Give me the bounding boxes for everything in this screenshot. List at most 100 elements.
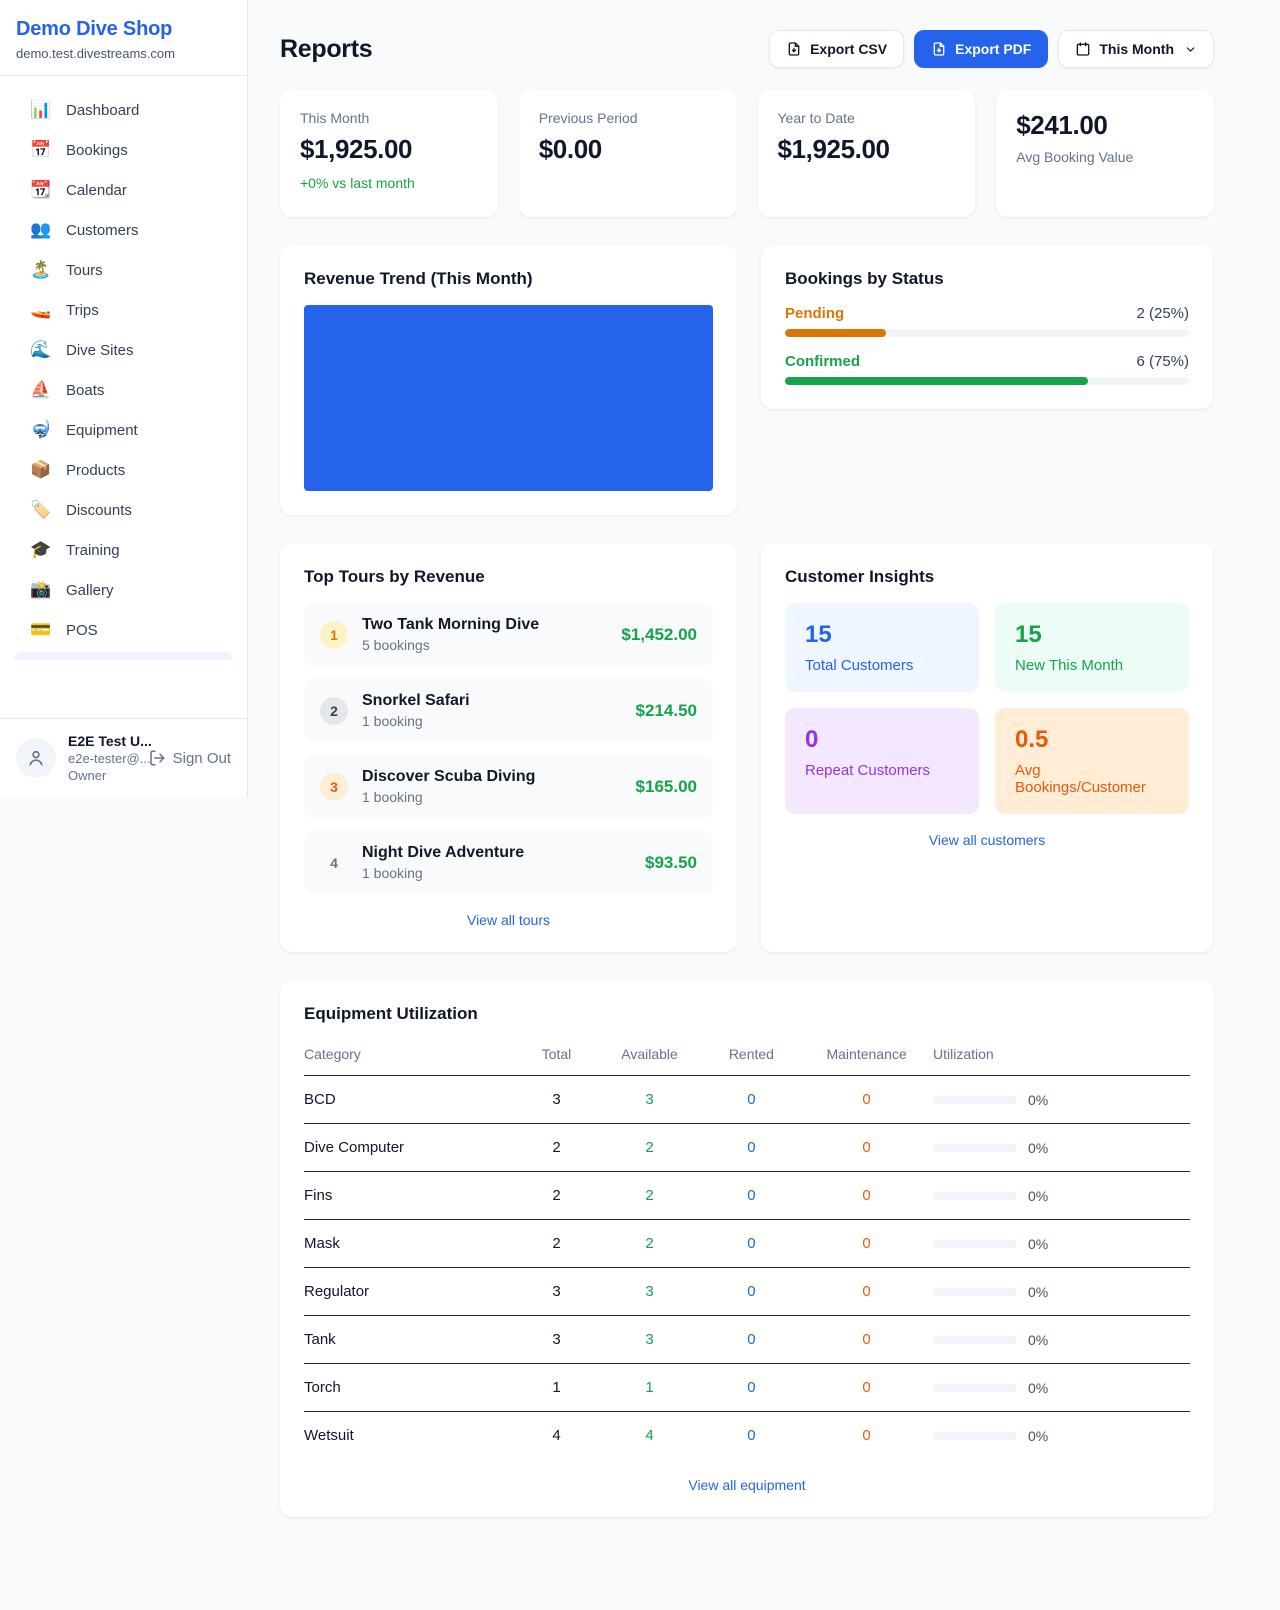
cell-rented: 0 [702, 1363, 801, 1412]
cell-available: 3 [596, 1075, 703, 1124]
user-email: e2e-tester@... [68, 751, 151, 766]
cell-total: 1 [516, 1363, 597, 1412]
table-row: Torch 1 1 0 0 0% [304, 1363, 1190, 1412]
sidebar-item-pos[interactable]: 💳 POS [0, 610, 247, 650]
main-content: Reports Export CSV Export PDF This Month [248, 0, 1280, 1557]
tour-bookings: 1 booking [362, 865, 423, 881]
sidebar-item-equipment[interactable]: 🤿 Equipment [0, 410, 247, 450]
col-header-total: Total [516, 1038, 597, 1076]
customer-insights-card: Customer Insights 15 Total Customers 15 … [761, 543, 1213, 952]
cell-rented: 0 [702, 1219, 801, 1268]
sign-out-label: Sign Out [172, 749, 231, 767]
cell-total: 3 [516, 1315, 597, 1364]
calendar-icon [1077, 42, 1090, 56]
cell-total: 2 [516, 1219, 597, 1268]
col-header-available: Available [596, 1038, 703, 1076]
rank-badge: 4 [330, 854, 338, 871]
table-row: Regulator 3 3 0 0 0% [304, 1267, 1190, 1316]
rank-badge: 2 [320, 696, 348, 725]
tour-revenue: $1,452.00 [621, 624, 697, 644]
utilization-bar: 0% [933, 1236, 1190, 1252]
col-header-utilization: Utilization [933, 1038, 1190, 1076]
sidebar-item-label: Dashboard [66, 101, 140, 119]
sidebar-item-label: Tours [66, 261, 103, 279]
insight-value: 15 [805, 621, 832, 648]
sidebar-item-customers[interactable]: 👥 Customers [0, 210, 247, 250]
insight-label: Avg Bookings/Customer [1015, 762, 1146, 796]
bookings-by-status-title: Bookings by Status [785, 269, 944, 288]
sidebar-item-reports-partial[interactable] [14, 652, 233, 660]
people-icon: 👥 [30, 220, 52, 239]
status-count: 2 (25%) [1136, 305, 1189, 322]
sailboat-icon: ⛵ [30, 380, 52, 399]
table-row: Fins 2 2 0 0 0% [304, 1171, 1190, 1220]
cell-category: BCD [304, 1075, 517, 1124]
sidebar-item-label: Dive Sites [66, 341, 134, 359]
cell-category: Fins [304, 1171, 517, 1220]
utilization-label: 0% [1028, 1187, 1049, 1204]
top-tours-title: Top Tours by Revenue [304, 567, 485, 586]
sidebar-item-training[interactable]: 🎓 Training [0, 530, 247, 570]
sidebar-item-gallery[interactable]: 📸 Gallery [0, 570, 247, 610]
wave-icon: 🌊 [30, 340, 52, 359]
sidebar-item-products[interactable]: 📦 Products [0, 450, 247, 490]
sidebar-item-tours[interactable]: 🏝️ Tours [0, 250, 247, 290]
cell-total: 3 [516, 1267, 597, 1316]
user-name: E2E Test U... [68, 733, 152, 749]
tour-name: Two Tank Morning Dive [362, 616, 540, 633]
top-tours-card: Top Tours by Revenue 1 Two Tank Morning … [280, 543, 737, 952]
col-header-maintenance: Maintenance [800, 1038, 934, 1076]
utilization-bar: 0% [933, 1284, 1190, 1300]
cell-total: 3 [516, 1075, 597, 1124]
utilization-label: 0% [1028, 1379, 1049, 1396]
view-all-tours-link[interactable]: View all tours [466, 912, 550, 928]
status-row-pending: Pending 2 (25%) [785, 305, 1189, 337]
table-row: BCD 3 3 0 0 0% [304, 1075, 1190, 1124]
view-all-equipment-link[interactable]: View all equipment [688, 1477, 806, 1493]
brand-domain: demo.test.divestreams.com [16, 46, 175, 61]
sidebar-item-trips[interactable]: 🚤 Trips [0, 290, 247, 330]
sidebar-item-label: Products [66, 461, 126, 479]
sidebar-item-discounts[interactable]: 🏷️ Discounts [0, 490, 247, 530]
island-icon: 🏝️ [30, 260, 52, 279]
cell-rented: 0 [702, 1315, 801, 1364]
table-row: Mask 2 2 0 0 0% [304, 1219, 1190, 1268]
col-header-rented: Rented [702, 1038, 801, 1076]
period-label: This Month [1099, 41, 1174, 57]
avatar [16, 738, 56, 778]
sidebar-item-bookings[interactable]: 📅 Bookings [0, 130, 247, 170]
sidebar-item-label: Boats [66, 381, 105, 399]
sidebar-item-dive-sites[interactable]: 🌊 Dive Sites [0, 330, 247, 370]
period-dropdown[interactable]: This Month [1058, 30, 1214, 68]
sidebar-item-label: Discounts [66, 501, 132, 519]
brand-name: Demo Dive Shop [16, 18, 173, 40]
cell-maintenance: 0 [800, 1219, 934, 1268]
table-row: Tank 3 3 0 0 0% [304, 1315, 1190, 1364]
cell-total: 2 [516, 1171, 597, 1220]
col-header-category: Category [304, 1038, 517, 1076]
utilization-label: 0% [1028, 1427, 1049, 1444]
customer-insights-title: Customer Insights [785, 567, 935, 586]
insight-tile-avg-bookings: 0.5 Avg Bookings/Customer [995, 708, 1189, 814]
status-label: Pending [785, 305, 845, 322]
stat-label: This Month [300, 110, 370, 126]
view-all-customers-link[interactable]: View all customers [928, 832, 1046, 848]
credit-card-icon: 💳 [30, 620, 52, 639]
revenue-trend-chart [304, 305, 713, 491]
insight-value: 0 [805, 726, 819, 753]
sign-out-button[interactable]: Sign Out [148, 749, 231, 767]
sidebar-item-boats[interactable]: ⛵ Boats [0, 370, 247, 410]
tour-row: 3 Discover Scuba Diving 1 booking $165.0… [304, 755, 713, 818]
progress-bar [785, 329, 1189, 337]
user-role: Owner [68, 768, 107, 783]
cell-available: 2 [596, 1171, 703, 1220]
sidebar-item-calendar[interactable]: 📆 Calendar [0, 170, 247, 210]
export-csv-button[interactable]: Export CSV [769, 30, 905, 68]
tour-revenue: $165.00 [635, 776, 697, 796]
stat-card-year-to-date: Year to Date $1,925.00 [757, 90, 976, 217]
export-pdf-button[interactable]: Export PDF [914, 30, 1049, 68]
tour-row: 1 Two Tank Morning Dive 5 bookings $1,45… [304, 603, 713, 666]
sidebar-item-dashboard[interactable]: 📊 Dashboard [0, 90, 247, 130]
stat-label: Avg Booking Value [1016, 149, 1134, 165]
sidebar-item-label: Calendar [66, 181, 127, 199]
